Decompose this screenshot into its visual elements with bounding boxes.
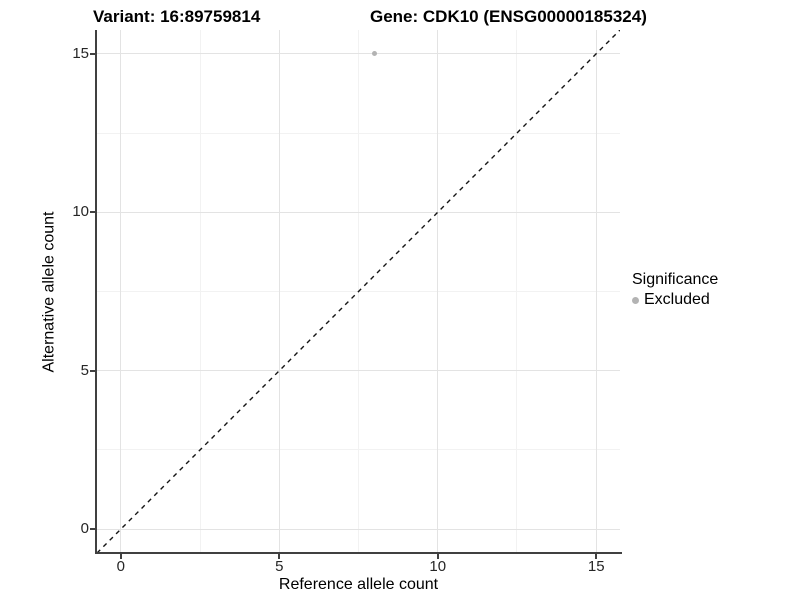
x-tick-label: 5 bbox=[275, 558, 284, 575]
legend: Significance Excluded bbox=[632, 271, 718, 309]
gene-title: Gene: CDK10 (ENSG00000185324) bbox=[370, 7, 647, 26]
y-tick-label: 10 bbox=[72, 203, 89, 221]
y-axis-line bbox=[95, 30, 97, 554]
y-tick-label: 15 bbox=[72, 44, 89, 62]
gridline-major bbox=[97, 53, 620, 55]
plot-panel bbox=[97, 30, 620, 553]
gridline-major bbox=[97, 211, 620, 213]
x-tick-label: 0 bbox=[116, 558, 125, 575]
x-tick bbox=[595, 554, 598, 559]
x-axis-title: Reference allele count bbox=[278, 576, 439, 593]
gridline-minor bbox=[97, 132, 620, 134]
gridline-major bbox=[120, 30, 122, 553]
y-tick bbox=[90, 369, 95, 372]
excluded-point-icon bbox=[632, 296, 639, 304]
legend-item-excluded: Excluded bbox=[632, 291, 718, 309]
data-point bbox=[371, 51, 377, 57]
gridline-major bbox=[97, 370, 620, 372]
x-tick-label: 10 bbox=[429, 558, 447, 575]
y-tick bbox=[90, 528, 95, 531]
gridline-major bbox=[97, 528, 620, 530]
gridline-major bbox=[437, 30, 439, 553]
y-tick bbox=[90, 211, 95, 214]
identity-line bbox=[97, 30, 620, 553]
x-tick bbox=[278, 554, 281, 559]
x-tick bbox=[119, 554, 122, 559]
y-tick bbox=[90, 52, 95, 55]
legend-item-label: Excluded bbox=[644, 291, 710, 308]
gridline-major bbox=[595, 30, 597, 553]
variant-title: Variant: 16:89759814 bbox=[93, 7, 261, 26]
legend-title: Significance bbox=[632, 271, 719, 288]
x-tick-label: 15 bbox=[587, 558, 605, 575]
x-tick bbox=[436, 554, 439, 559]
x-axis-line bbox=[95, 552, 622, 554]
y-tick-label: 0 bbox=[80, 520, 89, 538]
gridline-major bbox=[278, 30, 280, 553]
gridline-minor bbox=[97, 449, 620, 451]
y-tick-label: 5 bbox=[80, 361, 89, 379]
y-axis-title: Alternative allele count bbox=[40, 211, 58, 373]
